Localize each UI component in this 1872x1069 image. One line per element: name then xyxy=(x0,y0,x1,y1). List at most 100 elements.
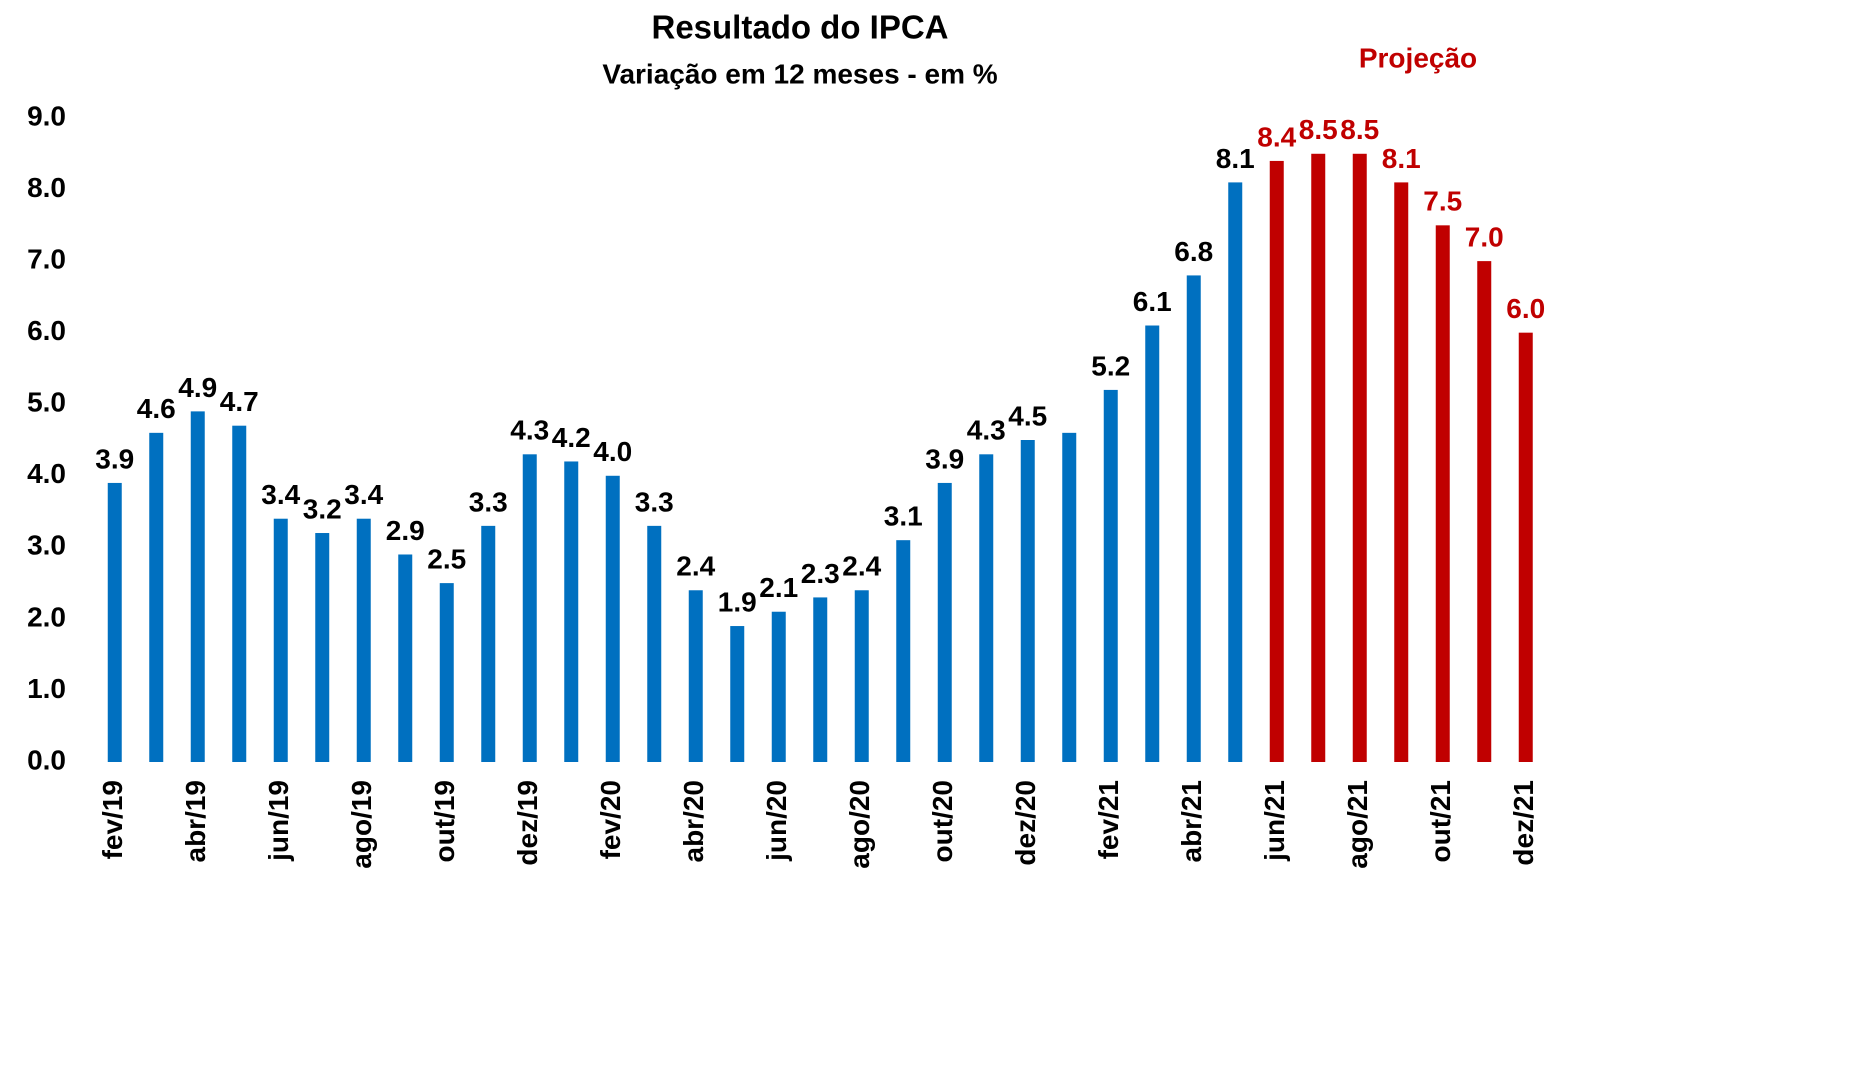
bar xyxy=(1228,182,1243,762)
value-label: 3.1 xyxy=(884,501,923,532)
value-label: 2.9 xyxy=(386,515,425,546)
x-tick-label: ago/21 xyxy=(1342,780,1373,869)
y-tick-label: 4.0 xyxy=(27,458,66,489)
x-tick-label: out/20 xyxy=(927,780,958,862)
value-label: 4.6 xyxy=(137,393,176,424)
bar xyxy=(439,583,454,762)
y-tick-label: 7.0 xyxy=(27,244,66,275)
x-tick-label: ago/19 xyxy=(346,780,377,869)
value-label: 8.5 xyxy=(1340,114,1379,145)
y-tick-label: 2.0 xyxy=(27,601,66,632)
value-label: 4.0 xyxy=(593,436,632,467)
bar xyxy=(315,533,330,762)
bar xyxy=(1518,332,1533,762)
bar xyxy=(1186,275,1201,762)
x-tick-label: dez/19 xyxy=(512,780,543,866)
x-tick-label: jun/20 xyxy=(761,780,792,862)
value-label: 2.3 xyxy=(801,558,840,589)
value-label: 2.1 xyxy=(759,572,798,603)
x-tick-label: dez/20 xyxy=(1010,780,1041,866)
value-label: 6.8 xyxy=(1174,236,1213,267)
bar xyxy=(1394,182,1409,762)
chart-subtitle: Variação em 12 meses - em % xyxy=(602,58,997,89)
value-label: 3.4 xyxy=(261,479,300,510)
bar xyxy=(1435,225,1450,763)
x-tick-label: fev/20 xyxy=(595,780,626,859)
value-label: 1.9 xyxy=(718,586,757,617)
bar xyxy=(813,597,828,762)
value-label: 4.9 xyxy=(178,372,217,403)
value-label: 3.9 xyxy=(925,443,964,474)
bar xyxy=(149,432,164,762)
bar xyxy=(688,590,703,762)
x-tick-label: ago/20 xyxy=(844,780,875,869)
bar xyxy=(1477,261,1492,762)
value-label: 4.3 xyxy=(967,415,1006,446)
value-label: 3.3 xyxy=(469,486,508,517)
x-tick-label: abr/19 xyxy=(180,780,211,863)
y-tick-label: 9.0 xyxy=(27,100,66,131)
y-tick-label: 3.0 xyxy=(27,530,66,561)
bar xyxy=(232,425,247,762)
bar xyxy=(605,475,620,762)
bar xyxy=(356,518,371,762)
value-label: 4.3 xyxy=(510,415,549,446)
value-label: 2.5 xyxy=(427,544,466,575)
value-label: 4.2 xyxy=(552,422,591,453)
chart-title: Resultado do IPCA xyxy=(651,9,948,46)
value-label: 5.2 xyxy=(1091,350,1130,381)
annotation: Projeção xyxy=(1359,42,1477,73)
bar xyxy=(937,482,952,762)
bar xyxy=(398,554,413,762)
bar xyxy=(1103,389,1118,762)
value-label: 3.2 xyxy=(303,493,342,524)
x-tick-label: dez/21 xyxy=(1508,780,1539,866)
bar xyxy=(1145,325,1160,762)
value-label: 4.5 xyxy=(1008,400,1047,431)
value-label: 6.1 xyxy=(1133,286,1172,317)
y-tick-label: 8.0 xyxy=(27,172,66,203)
bar xyxy=(481,525,496,762)
value-label: 8.1 xyxy=(1216,143,1255,174)
bar xyxy=(273,518,288,762)
bar xyxy=(896,540,911,762)
y-tick-label: 5.0 xyxy=(27,387,66,418)
y-tick-label: 0.0 xyxy=(27,744,66,775)
y-tick-label: 6.0 xyxy=(27,315,66,346)
x-tick-label: fev/21 xyxy=(1093,780,1124,859)
x-tick-label: out/21 xyxy=(1425,780,1456,862)
bar xyxy=(979,454,994,762)
x-tick-label: jun/21 xyxy=(1259,780,1290,862)
bar xyxy=(771,611,786,762)
bar xyxy=(647,525,662,762)
x-tick-label: out/19 xyxy=(429,780,460,862)
bar xyxy=(1269,160,1284,762)
value-label: 2.4 xyxy=(842,551,881,582)
bar xyxy=(190,411,205,762)
value-label: 8.1 xyxy=(1382,143,1421,174)
bar xyxy=(522,454,537,762)
bar xyxy=(1311,153,1326,762)
bar xyxy=(564,461,579,762)
value-label: 3.4 xyxy=(344,479,383,510)
bar xyxy=(730,626,745,762)
bar xyxy=(1020,440,1035,762)
value-label: 7.5 xyxy=(1423,186,1462,217)
value-label: 8.4 xyxy=(1257,121,1296,152)
x-tick-label: abr/21 xyxy=(1176,780,1207,863)
value-label: 3.9 xyxy=(95,443,134,474)
value-label: 7.0 xyxy=(1465,222,1504,253)
x-tick-label: abr/20 xyxy=(678,780,709,863)
bar xyxy=(1062,432,1077,762)
x-tick-label: jun/19 xyxy=(263,780,294,862)
x-tick-label: fev/19 xyxy=(97,780,128,859)
bar xyxy=(854,590,869,762)
value-label: 6.0 xyxy=(1506,293,1545,324)
value-label: 2.4 xyxy=(676,551,715,582)
value-label: 3.3 xyxy=(635,486,674,517)
bar xyxy=(107,482,122,762)
value-label: 4.7 xyxy=(220,386,259,417)
value-label: 8.5 xyxy=(1299,114,1338,145)
y-tick-label: 1.0 xyxy=(27,673,66,704)
